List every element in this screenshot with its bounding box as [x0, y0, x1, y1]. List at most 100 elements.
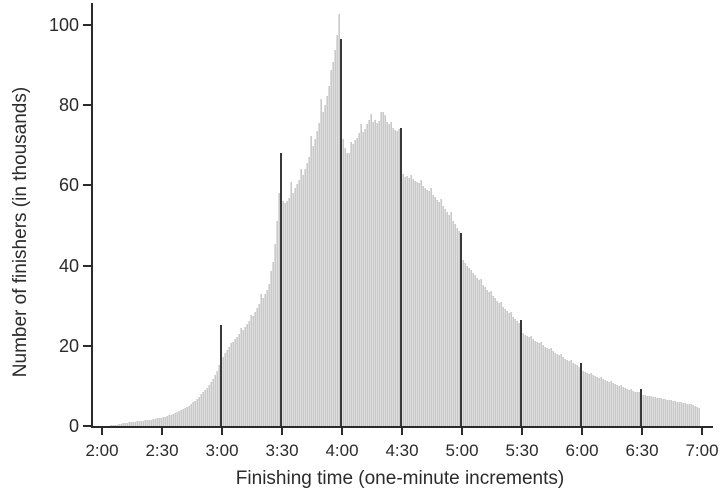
histogram-bar — [392, 128, 394, 426]
histogram-bar — [262, 298, 264, 426]
histogram-bar — [608, 382, 610, 426]
histogram-bar — [244, 327, 246, 426]
histogram-bar — [604, 380, 606, 426]
histogram-bar — [664, 399, 666, 426]
histogram-bar — [488, 292, 490, 426]
histogram-bar — [390, 122, 392, 426]
histogram-bar — [408, 178, 410, 426]
histogram-bar — [474, 275, 476, 426]
histogram-bar — [436, 200, 438, 426]
histogram-bar — [418, 183, 420, 426]
histogram-bar — [260, 294, 262, 426]
histogram-bar — [282, 201, 284, 426]
histogram-bar — [636, 392, 638, 426]
histogram-bar — [394, 130, 396, 426]
histogram-bar — [252, 316, 254, 426]
histogram-bar — [182, 409, 184, 426]
histogram-bar — [496, 301, 498, 426]
histogram-bar — [586, 373, 588, 426]
histogram-bar — [318, 123, 320, 426]
histogram-bar — [134, 422, 136, 426]
histogram-bar — [534, 341, 536, 426]
histogram-bar — [196, 399, 198, 426]
histogram-bar — [404, 177, 406, 426]
histogram-bar — [396, 131, 398, 426]
histogram-bar — [642, 395, 644, 426]
histogram-bar — [368, 120, 370, 426]
histogram-bar — [272, 262, 274, 426]
histogram-bar — [468, 268, 470, 426]
histogram-bar — [200, 394, 202, 426]
histogram-bar — [218, 365, 220, 426]
histogram-bar — [660, 398, 662, 426]
x-axis-tick — [161, 428, 163, 435]
histogram-spike-bar — [220, 325, 222, 426]
histogram-bar — [186, 407, 188, 426]
x-axis-line — [91, 426, 713, 428]
histogram-bar — [506, 311, 508, 426]
histogram-bar — [528, 337, 530, 426]
histogram-bar — [136, 421, 138, 426]
histogram-bar — [454, 224, 456, 426]
x-tick-label: 4:30 — [385, 441, 419, 460]
histogram-bar — [554, 353, 556, 426]
histogram-bar — [498, 303, 500, 426]
histogram-bar — [268, 284, 270, 426]
histogram-bar — [452, 221, 454, 426]
histogram-bar — [188, 406, 190, 426]
histogram-bar — [120, 424, 122, 426]
histogram-bar — [330, 70, 332, 426]
x-tick-label: 4:00 — [325, 441, 359, 460]
histogram-bar — [654, 397, 656, 426]
histogram-bar — [416, 182, 418, 426]
histogram-bar — [590, 373, 592, 426]
histogram-bar — [570, 360, 572, 426]
histogram-bar — [426, 190, 428, 426]
histogram-bar — [240, 328, 242, 426]
histogram-bar — [324, 105, 326, 426]
histogram-bar — [246, 324, 248, 426]
histogram-bar — [254, 312, 256, 426]
histogram-bar — [122, 423, 124, 426]
histogram-bar — [440, 199, 442, 426]
histogram-bar — [170, 415, 172, 426]
histogram-bar — [466, 266, 468, 426]
histogram-bar — [314, 139, 316, 426]
histogram-bar — [462, 260, 464, 426]
histogram-bar — [332, 62, 334, 426]
histogram-bar — [626, 389, 628, 426]
histogram-bar — [114, 425, 116, 426]
histogram-bar — [402, 174, 404, 426]
histogram-bar — [226, 350, 228, 426]
y-axis-tick — [83, 24, 91, 26]
histogram-bar — [490, 291, 492, 426]
histogram-bar — [154, 419, 156, 426]
histogram-bar — [480, 279, 482, 426]
histogram-bar — [384, 115, 386, 426]
histogram-bar — [692, 405, 694, 426]
histogram-bar — [442, 206, 444, 426]
y-tick-label: 60 — [58, 175, 79, 196]
histogram-bar — [662, 399, 664, 426]
y-tick-label: 20 — [58, 335, 79, 356]
histogram-bar — [652, 397, 654, 426]
histogram-bar — [448, 215, 450, 426]
histogram-bar — [678, 402, 680, 426]
histogram-bar — [582, 371, 584, 426]
histogram-bar — [526, 336, 528, 426]
histogram-bar — [130, 422, 132, 426]
histogram-bar — [360, 124, 362, 426]
histogram-bar — [302, 175, 304, 426]
x-axis-tick — [341, 428, 343, 435]
histogram-bar — [688, 404, 690, 426]
histogram-spike-bar — [640, 389, 642, 426]
histogram-bar — [562, 357, 564, 426]
histogram-bar — [152, 419, 154, 426]
histogram-bar — [578, 367, 580, 426]
x-tick-label: 6:00 — [565, 441, 599, 460]
histogram-bar — [166, 416, 168, 426]
histogram-bar — [222, 357, 224, 426]
histogram-bar — [378, 121, 380, 426]
histogram-bar — [560, 354, 562, 426]
